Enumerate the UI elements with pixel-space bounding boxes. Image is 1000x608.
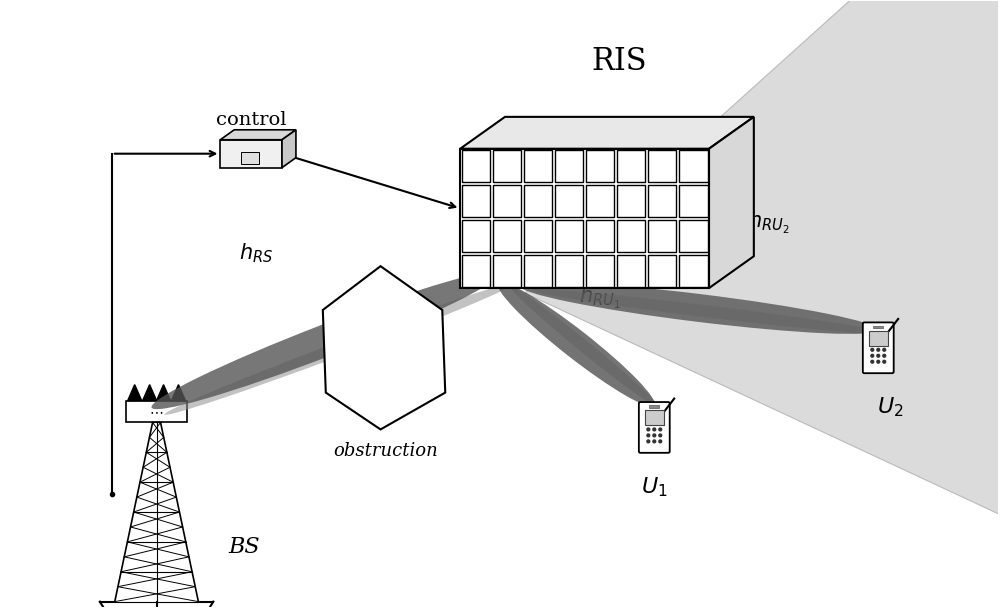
Bar	[493, 185, 521, 217]
Bar	[460, 149, 709, 288]
Bar	[586, 255, 614, 286]
Ellipse shape	[498, 282, 655, 407]
Circle shape	[647, 428, 650, 431]
Circle shape	[659, 434, 662, 437]
Bar	[873, 325, 883, 328]
Circle shape	[871, 348, 874, 351]
Bar	[679, 150, 708, 182]
Text: $U_2$: $U_2$	[877, 396, 903, 419]
Circle shape	[653, 440, 656, 443]
Text: $U_1$: $U_1$	[641, 475, 668, 499]
Polygon shape	[709, 117, 754, 288]
Ellipse shape	[532, 289, 883, 334]
Bar	[617, 150, 645, 182]
Bar	[649, 405, 659, 408]
Bar	[524, 220, 552, 252]
Circle shape	[883, 361, 886, 363]
Circle shape	[653, 434, 656, 437]
Circle shape	[877, 354, 880, 357]
Bar	[493, 255, 521, 286]
Bar	[679, 255, 708, 286]
Circle shape	[653, 428, 656, 431]
Circle shape	[647, 434, 650, 437]
Bar	[617, 255, 645, 286]
Bar	[648, 220, 676, 252]
Circle shape	[883, 354, 886, 357]
Bar	[617, 185, 645, 217]
Bar	[462, 220, 490, 252]
Bar	[493, 220, 521, 252]
Bar	[679, 185, 708, 217]
Bar	[555, 255, 583, 286]
Text: $h_{RU_1}$: $h_{RU_1}$	[579, 285, 620, 311]
Bar	[555, 185, 583, 217]
Polygon shape	[157, 385, 171, 401]
Text: RIS: RIS	[592, 46, 647, 77]
Polygon shape	[525, 0, 1000, 545]
Polygon shape	[143, 385, 157, 401]
Polygon shape	[220, 130, 296, 140]
Bar	[869, 331, 888, 346]
Circle shape	[659, 440, 662, 443]
Circle shape	[877, 361, 880, 363]
Bar	[586, 185, 614, 217]
Polygon shape	[172, 385, 185, 401]
Circle shape	[659, 428, 662, 431]
Circle shape	[883, 348, 886, 351]
Bar	[126, 401, 187, 423]
Polygon shape	[460, 117, 754, 149]
Text: BS: BS	[228, 536, 260, 558]
Polygon shape	[128, 385, 142, 401]
Ellipse shape	[152, 272, 500, 409]
Bar	[648, 255, 676, 286]
Bar	[493, 150, 521, 182]
Bar	[462, 255, 490, 286]
Text: obstruction: obstruction	[333, 443, 438, 460]
Bar	[241, 152, 259, 164]
Polygon shape	[220, 140, 282, 168]
Circle shape	[871, 361, 874, 363]
Polygon shape	[282, 130, 296, 168]
Bar	[462, 150, 490, 182]
Bar	[645, 410, 664, 426]
Bar	[617, 220, 645, 252]
Bar	[586, 150, 614, 182]
Bar	[524, 150, 552, 182]
FancyBboxPatch shape	[639, 402, 670, 453]
Text: control: control	[216, 111, 286, 129]
Bar	[679, 220, 708, 252]
Ellipse shape	[510, 286, 659, 408]
Bar	[648, 185, 676, 217]
Bar	[586, 220, 614, 252]
Bar	[648, 150, 676, 182]
Circle shape	[877, 348, 880, 351]
Text: $h_{RS}$: $h_{RS}$	[239, 241, 273, 265]
Ellipse shape	[165, 283, 515, 415]
Text: $\cdots$: $\cdots$	[149, 404, 164, 418]
Circle shape	[647, 440, 650, 443]
Bar	[555, 220, 583, 252]
Bar	[462, 185, 490, 217]
Text: $h_{RU_2}$: $h_{RU_2}$	[748, 210, 790, 237]
Polygon shape	[323, 266, 445, 429]
Bar	[555, 150, 583, 182]
FancyBboxPatch shape	[863, 322, 894, 373]
Bar	[524, 255, 552, 286]
Bar	[524, 185, 552, 217]
Circle shape	[871, 354, 874, 357]
Ellipse shape	[520, 282, 878, 334]
